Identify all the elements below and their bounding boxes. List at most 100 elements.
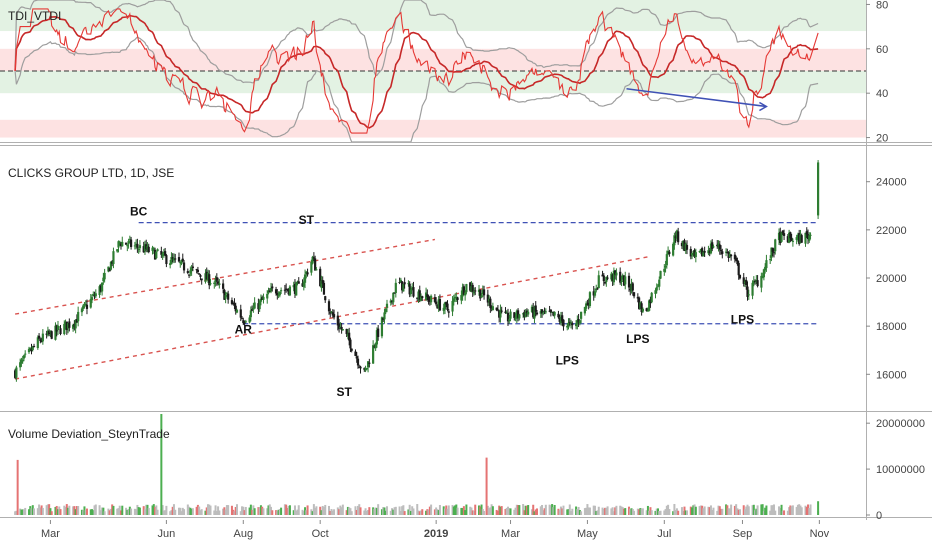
- candle-body: [496, 309, 500, 311]
- volume-bar: [215, 511, 218, 515]
- candle-body: [320, 280, 323, 288]
- candle-body: [717, 243, 720, 248]
- volume-bar: [204, 510, 207, 515]
- candle-body: [765, 260, 768, 269]
- candle-body: [782, 233, 786, 236]
- volume-bar: [479, 506, 482, 515]
- volume-bar: [799, 505, 802, 515]
- candle-body: [239, 309, 242, 318]
- candle-body: [762, 269, 765, 278]
- candle-body: [500, 310, 503, 312]
- candle-body: [261, 297, 264, 300]
- volume-bar: [329, 510, 332, 515]
- candle-body: [411, 287, 414, 291]
- candle-body: [456, 297, 459, 300]
- candle-body: [311, 256, 314, 264]
- volume-bar: [675, 508, 678, 515]
- candle-body: [800, 235, 803, 243]
- volume-bar: [275, 510, 278, 515]
- volume-bar: [147, 507, 150, 515]
- volume-bar: [664, 509, 667, 515]
- candle-body: [559, 316, 563, 324]
- candle-body: [39, 339, 42, 342]
- volume-bar: [292, 510, 295, 515]
- candle-body: [244, 321, 247, 323]
- candle-body: [664, 265, 667, 268]
- volume-bar: [756, 505, 759, 515]
- candle-body: [761, 277, 764, 279]
- volume-bar: [667, 504, 670, 515]
- candle-body: [693, 249, 696, 257]
- candle-body: [480, 295, 483, 298]
- candle-body: [147, 246, 150, 253]
- volume-bar: [174, 509, 177, 515]
- candle-body: [576, 320, 579, 325]
- volume-bar: [425, 510, 428, 515]
- candle-body: [358, 366, 361, 368]
- volume-bar: [513, 509, 516, 515]
- candle-body: [655, 287, 658, 291]
- volume-bar: [580, 511, 583, 515]
- candle-body: [445, 302, 448, 305]
- volume-bar: [85, 508, 88, 515]
- volume-bar: [253, 508, 256, 515]
- candle-body: [620, 280, 623, 282]
- volume-bar: [372, 507, 375, 515]
- candle-body: [393, 292, 396, 294]
- tdi-upper-band: [14, 0, 819, 84]
- candle-body: [516, 310, 520, 318]
- candle-body: [55, 325, 58, 332]
- volume-bar: [437, 510, 440, 515]
- candle-body: [760, 275, 763, 288]
- candle-body: [436, 305, 439, 309]
- candle-body: [214, 278, 217, 283]
- volume-bar: [474, 504, 477, 515]
- candle-body: [73, 323, 76, 327]
- candle-body: [627, 275, 631, 288]
- volume-bar: [24, 507, 27, 515]
- candle-body: [551, 311, 554, 313]
- volume-bar: [359, 507, 362, 515]
- volume-bar: [48, 504, 51, 515]
- volume-bar: [374, 507, 377, 515]
- candle-body: [724, 251, 728, 253]
- volume-bar: [27, 509, 30, 515]
- volume-bar: [657, 508, 660, 515]
- volume-bar: [693, 504, 696, 515]
- candle-body: [375, 330, 379, 345]
- candle-body: [394, 282, 397, 293]
- candle-body: [248, 317, 251, 323]
- candle-body: [363, 368, 366, 370]
- candle-body: [658, 279, 661, 287]
- tdi-green-zone: [0, 71, 866, 94]
- candle-body: [222, 283, 225, 289]
- volume-bar: [59, 509, 62, 515]
- candle-body: [164, 251, 167, 256]
- candle-body: [336, 315, 339, 326]
- volume-bar: [402, 505, 405, 515]
- volume-bar: [604, 507, 607, 515]
- tdi-divergence-line: [626, 88, 767, 108]
- candle-body: [224, 295, 227, 299]
- candle-body: [630, 283, 633, 292]
- volume-bar: [239, 511, 242, 515]
- volume-bar: [543, 508, 546, 515]
- volume-bar: [125, 507, 128, 515]
- candle-body: [435, 301, 438, 305]
- volume-bar: [559, 506, 562, 515]
- volume-bar: [121, 505, 124, 515]
- volume-bar: [800, 507, 803, 515]
- candle-body: [650, 292, 653, 303]
- volume-bar: [373, 508, 376, 515]
- volume-bar: [133, 508, 136, 515]
- candle-body: [469, 282, 472, 291]
- candle-body: [522, 313, 525, 315]
- candle-body: [322, 282, 326, 295]
- price-tick-label: 20000: [876, 273, 907, 285]
- candle-body: [562, 319, 565, 327]
- volume-bar: [507, 506, 510, 515]
- candle-body: [402, 283, 405, 292]
- candle-body: [577, 319, 580, 323]
- candle-body: [641, 308, 644, 312]
- volume-bar: [689, 506, 692, 515]
